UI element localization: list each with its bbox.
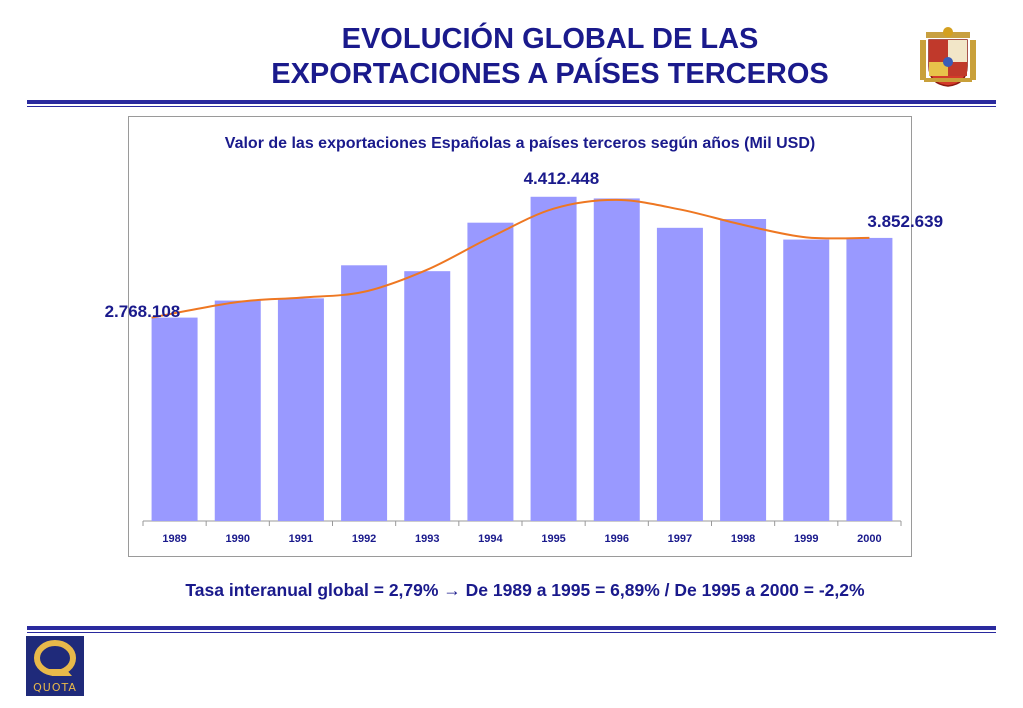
page-title-line1: EVOLUCIÓN GLOBAL DE LAS: [341, 23, 759, 55]
header-rule-thin: [27, 106, 996, 107]
trend-line: [151, 198, 870, 319]
bar-1995: [530, 196, 577, 521]
bar-1998: [720, 219, 767, 522]
chart-panel: Valor de las exportaciones Españolas a p…: [105, 116, 943, 557]
x-tick-label: 1999: [794, 533, 818, 545]
data-label-1995: 4.412.448: [523, 168, 600, 188]
spain-coat-of-arms-icon: [920, 27, 976, 87]
header-rule: [27, 100, 996, 104]
x-tick-label: 1992: [352, 533, 376, 545]
x-tick-label: 1995: [541, 533, 565, 545]
bar-1997: [656, 227, 703, 521]
x-tick-label: 1997: [668, 533, 692, 545]
x-tick-label: 2000: [857, 533, 881, 545]
x-tick-label: 1993: [415, 533, 439, 545]
quota-q-logo: [34, 640, 76, 676]
x-tick-label: 1991: [289, 533, 313, 545]
bar-1993: [404, 271, 451, 521]
footer-rule-thin: [27, 632, 996, 633]
x-tick-label: 1990: [226, 533, 250, 545]
bar-1999: [783, 239, 830, 522]
x-tick-label: 1998: [731, 533, 755, 545]
logo-text: QUOTA: [33, 681, 77, 694]
growth-footnote: Tasa interanual global = 2,79% → De 1989…: [185, 580, 865, 600]
x-tick-label: 1996: [605, 533, 629, 545]
bar-1996: [593, 198, 640, 522]
bar-2000: [846, 237, 893, 521]
bar-1991: [277, 298, 324, 521]
bar-1990: [214, 300, 261, 521]
x-tick-label: 1989: [162, 533, 186, 545]
page-title-line2: EXPORTACIONES A PAÍSES TERCEROS: [271, 58, 829, 90]
data-label-2000: 3.852.639: [867, 211, 944, 231]
chart-title: Valor de las exportaciones Españolas a p…: [224, 135, 816, 152]
data-label-1989: 2.768.108: [104, 301, 181, 321]
bar-1994: [467, 222, 514, 521]
footer-rule: [27, 626, 996, 630]
bar-1989: [151, 317, 198, 521]
page-title: EVOLUCIÓN GLOBAL DE LAS EXPORTACIONES A …: [180, 22, 920, 92]
x-tick-label: 1994: [478, 533, 503, 545]
chart-svg: 1989 1990 1991 1992 1993 1994 1995 1996 1997 1998…: [142, 196, 902, 545]
quota-logo: QUOTA: [26, 636, 84, 696]
bar-1992: [341, 265, 388, 521]
